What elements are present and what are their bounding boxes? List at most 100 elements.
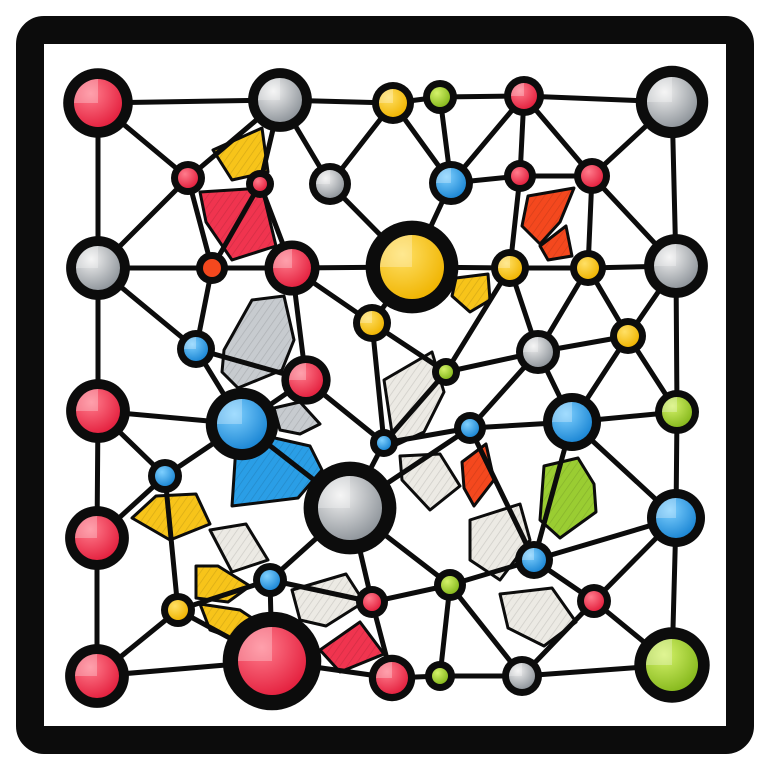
edge-line [162, 473, 181, 613]
node-highlight [76, 246, 98, 268]
node-highlight [74, 79, 98, 103]
glass-pane-red [318, 620, 386, 674]
node-core [75, 516, 119, 560]
node-core [509, 663, 535, 689]
node-yellow [353, 304, 391, 342]
node-core [360, 311, 384, 335]
node-core [203, 259, 221, 277]
node-gray [309, 163, 351, 205]
node-blue [177, 330, 215, 368]
node-gray [303, 461, 397, 555]
node-core [581, 165, 603, 187]
node-highlight [217, 399, 242, 424]
glass-pane-white [498, 586, 578, 648]
node-core [289, 363, 323, 397]
node-red [574, 158, 610, 194]
node-gray [644, 234, 708, 298]
node-highlight [316, 170, 330, 184]
node-green [423, 80, 457, 114]
edge-line [369, 320, 387, 446]
node-core [617, 325, 639, 347]
node-core [654, 244, 698, 288]
glass-pane-texture [210, 524, 268, 572]
node-core [260, 570, 280, 590]
node-core [432, 668, 448, 684]
node-highlight [436, 168, 451, 183]
node-highlight [238, 627, 272, 661]
node-red [577, 584, 611, 618]
node-red [66, 379, 130, 443]
node-highlight [380, 235, 412, 267]
node-orange [196, 252, 228, 284]
node-green [655, 390, 699, 434]
node-core [76, 389, 120, 433]
node-gray [516, 330, 560, 374]
glass-pane-orange [520, 186, 576, 246]
node-core [461, 419, 479, 437]
node-highlight [498, 256, 510, 268]
node-core [75, 654, 119, 698]
node-core [577, 257, 599, 279]
node-green [432, 358, 460, 386]
node-core [316, 170, 344, 198]
glass-pane-white [398, 452, 462, 512]
node-core [646, 639, 698, 691]
node-red [356, 586, 388, 618]
node-core [656, 498, 696, 538]
node-gray [502, 656, 542, 696]
node-red [246, 170, 274, 198]
node-core [258, 78, 302, 122]
glass-pane-yellow [450, 272, 492, 314]
node-highlight [318, 476, 350, 508]
node-core [253, 177, 267, 191]
glass-pane-gray [220, 294, 296, 390]
node-core [377, 436, 391, 450]
node-yellow [372, 82, 414, 124]
node-blue [647, 489, 705, 547]
node-core [584, 591, 604, 611]
node-red [264, 240, 320, 296]
node-green [434, 569, 466, 601]
node-highlight [552, 402, 572, 422]
glass-pane-texture [222, 296, 294, 388]
node-highlight [662, 397, 677, 412]
node-red [504, 76, 544, 116]
node-yellow [365, 220, 459, 314]
node-red [222, 611, 322, 711]
node-core [522, 548, 546, 572]
glass-pane-texture [452, 274, 490, 312]
node-highlight [654, 244, 676, 266]
glass-pane-texture [522, 188, 574, 244]
node-core [273, 249, 311, 287]
edge-line [267, 577, 375, 605]
node-core [647, 77, 697, 127]
node-highlight [522, 548, 534, 560]
node-yellow [570, 250, 606, 286]
edge-line [467, 425, 537, 563]
node-core [498, 256, 522, 280]
glass-pane-texture [274, 402, 320, 434]
node-core [552, 402, 592, 442]
node-highlight [76, 389, 98, 411]
node-highlight [376, 662, 392, 678]
node-highlight [523, 337, 538, 352]
node-highlight [511, 83, 524, 96]
node-blue [148, 459, 182, 493]
node-blue [253, 563, 287, 597]
node-core [376, 662, 408, 694]
node-core [217, 399, 267, 449]
node-highlight [379, 89, 393, 103]
node-highlight [75, 516, 97, 538]
glass-pane-texture [500, 588, 576, 646]
node-highlight [646, 639, 672, 665]
node-yellow [161, 593, 195, 627]
glass-pane-texture [320, 622, 384, 672]
glass-pane-texture [540, 458, 596, 538]
node-core [74, 79, 122, 127]
node-core [511, 83, 537, 109]
node-core [523, 337, 553, 367]
glass-pane-texture [213, 128, 268, 180]
node-core [379, 89, 407, 117]
node-core [178, 168, 198, 188]
